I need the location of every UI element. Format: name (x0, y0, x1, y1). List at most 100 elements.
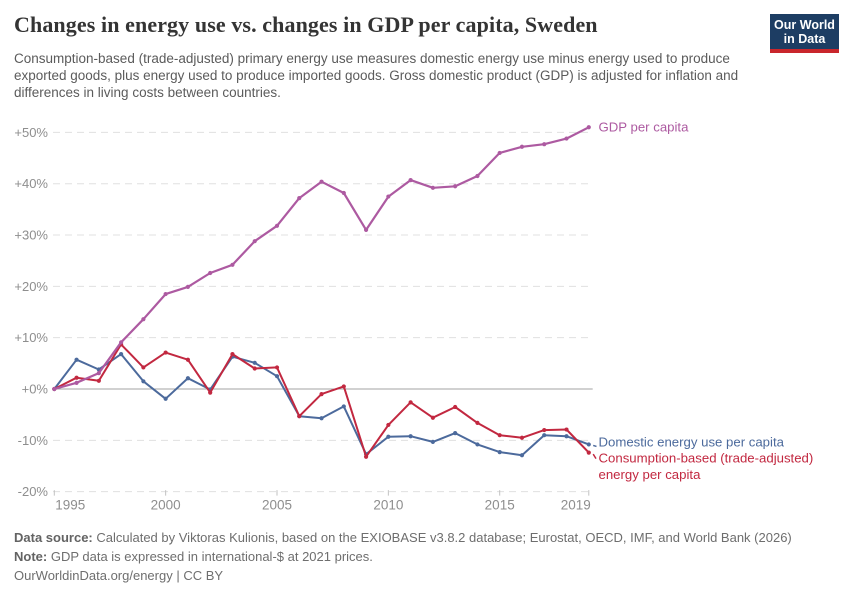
data-point (519, 435, 525, 440)
x-tick-label: 2000 (151, 498, 181, 513)
footer-datasource: Data source: Calculated by Viktoras Kuli… (14, 528, 834, 547)
data-point (119, 352, 124, 357)
footer-link[interactable]: OurWorldinData.org/energy | CC BY (14, 568, 224, 583)
data-point (586, 442, 591, 447)
data-point (163, 396, 168, 401)
data-point (497, 433, 502, 438)
data-point (386, 422, 391, 428)
y-tick-label: +10% (14, 330, 48, 345)
data-point (119, 340, 124, 345)
chart-subtitle: Consumption-based (trade-adjusted) prima… (14, 51, 739, 100)
data-point (252, 366, 257, 371)
series-label: GDP per capita (599, 119, 690, 134)
owid-logo-red-bar (770, 49, 839, 53)
owid-logo-line1: Our World (774, 18, 835, 32)
data-point (96, 370, 101, 376)
series-2: Consumption-based (trade-adjusted)energy… (52, 342, 813, 482)
data-point (74, 357, 79, 362)
data-point (386, 434, 391, 439)
owid-logo[interactable]: Our World in Data (770, 14, 839, 53)
data-point (252, 360, 257, 365)
data-point (475, 420, 480, 425)
footer-note: Note: GDP data is expressed in internati… (14, 547, 834, 566)
data-point (408, 434, 413, 439)
data-point (297, 195, 302, 201)
series-0: GDP per capita (52, 119, 690, 392)
data-point (430, 439, 435, 444)
data-point (274, 374, 280, 379)
data-point (319, 416, 324, 421)
data-point (363, 454, 369, 459)
data-point (586, 450, 591, 455)
y-tick-label: +0% (22, 382, 49, 397)
owid-logo-line2: in Data (783, 32, 826, 46)
data-point (341, 190, 346, 196)
data-point (163, 291, 168, 297)
owid-logo-box: Our World in Data (770, 14, 839, 49)
data-point (519, 144, 525, 149)
footer-datasource-label: Data source: (14, 530, 93, 545)
data-point (408, 400, 413, 405)
x-tick-label: 2010 (373, 498, 403, 513)
data-point (141, 379, 146, 384)
data-point (185, 284, 191, 289)
data-point (297, 414, 302, 419)
data-point (564, 136, 569, 141)
data-point (408, 178, 413, 183)
data-point (430, 185, 435, 190)
x-tick-label: 2019 (561, 498, 591, 513)
data-point (453, 431, 458, 436)
data-point (141, 365, 146, 370)
data-point (230, 262, 235, 267)
data-point (453, 404, 458, 410)
x-tick-label: 1995 (55, 498, 85, 513)
y-tick-label: +40% (14, 176, 48, 191)
footer-note-label: Note: (14, 549, 48, 564)
x-tick-label: 2005 (262, 498, 292, 513)
data-point (542, 142, 547, 147)
data-point (230, 352, 235, 357)
chart-footer: Data source: Calculated by Viktoras Kuli… (14, 528, 834, 585)
label-connector (592, 444, 597, 448)
data-point (586, 125, 591, 130)
series-label: energy per capita (599, 467, 702, 482)
y-tick-label: +30% (14, 228, 48, 243)
data-point (274, 365, 280, 370)
data-point (564, 434, 569, 439)
x-axis: 1995 2000 2005 2010 2015 2019 (53, 490, 591, 513)
data-point (542, 433, 547, 438)
series-line (53, 126, 590, 391)
label-connector (592, 453, 597, 460)
footer-note-text: GDP data is expressed in international-$… (47, 549, 373, 564)
y-tick-label: +50% (14, 125, 48, 140)
series-1: Domestic energy use per capita (52, 352, 785, 458)
line-chart: +50% +40% +30% +20% +10% +0% -10% -20% 1995 2000 2… (0, 105, 850, 530)
data-point (564, 427, 569, 432)
data-point (185, 376, 191, 381)
footer-datasource-text: Calculated by Viktoras Kulionis, based o… (92, 530, 792, 545)
data-point (163, 350, 168, 355)
data-point (519, 453, 525, 458)
data-point (74, 375, 79, 380)
data-point (341, 404, 346, 409)
data-point (430, 415, 435, 420)
data-point (96, 378, 101, 383)
data-point (363, 227, 369, 233)
y-axis: +50% +40% +30% +20% +10% +0% -10% -20% (14, 125, 593, 499)
data-point (185, 357, 191, 362)
data-point (341, 384, 346, 389)
data-point (52, 386, 57, 392)
series-label: Consumption-based (trade-adjusted) (599, 451, 814, 466)
data-point (319, 392, 324, 397)
y-tick-label: -20% (18, 484, 49, 499)
data-point (386, 194, 391, 199)
data-point (208, 270, 213, 276)
data-point (453, 184, 458, 189)
data-point (497, 450, 502, 455)
data-point (319, 179, 324, 184)
x-tick-label: 2015 (485, 498, 515, 513)
chart-svg: +50% +40% +30% +20% +10% +0% -10% -20% 1995 2000 2… (14, 119, 813, 513)
data-point (497, 150, 502, 156)
data-point (208, 390, 213, 395)
y-tick-label: -10% (18, 433, 49, 448)
